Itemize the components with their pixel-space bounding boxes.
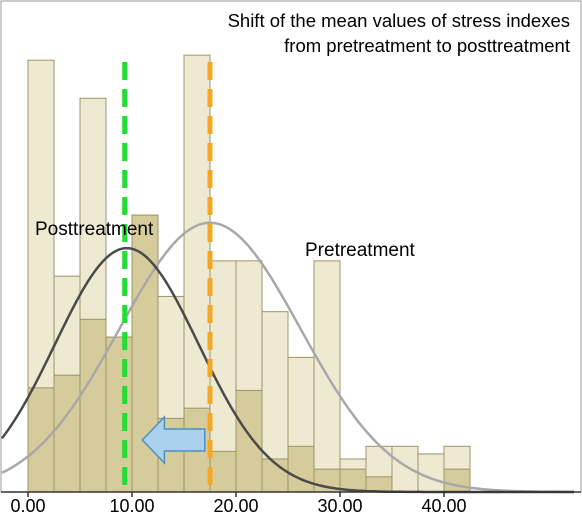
pretreatment-label: Pretreatment xyxy=(305,240,415,261)
posttreatment-bar xyxy=(443,468,471,493)
posttreatment-bar xyxy=(105,336,133,493)
x-axis-ticks xyxy=(27,492,445,497)
pretreatment-bar xyxy=(391,445,419,493)
chart-title-line-1: Shift of the mean values of stress index… xyxy=(227,10,570,31)
posttreatment-bar xyxy=(209,450,237,493)
x-tick-label: 20.00 xyxy=(213,496,259,516)
posttreatment-bar xyxy=(287,445,315,493)
x-tick-label: 40.00 xyxy=(421,496,467,516)
posttreatment-bar xyxy=(235,389,263,493)
chart-title-line-2: from pretreatment to posttreatment xyxy=(284,35,570,56)
posttreatment-label: Posttreatment xyxy=(35,219,154,240)
x-tick-label: 30.00 xyxy=(317,496,363,516)
posttreatment-bar xyxy=(53,374,81,493)
x-tick-label: 10.00 xyxy=(109,496,155,516)
mean-shift-arrow xyxy=(141,415,206,465)
pretreatment-bar xyxy=(417,453,445,493)
x-tick-label: 0.00 xyxy=(10,496,46,516)
posttreatment-bar xyxy=(79,318,107,493)
posttreatment-bar xyxy=(365,476,393,493)
posttreatment-bar xyxy=(27,387,55,493)
pretreatment-normal-curve xyxy=(1,221,574,494)
